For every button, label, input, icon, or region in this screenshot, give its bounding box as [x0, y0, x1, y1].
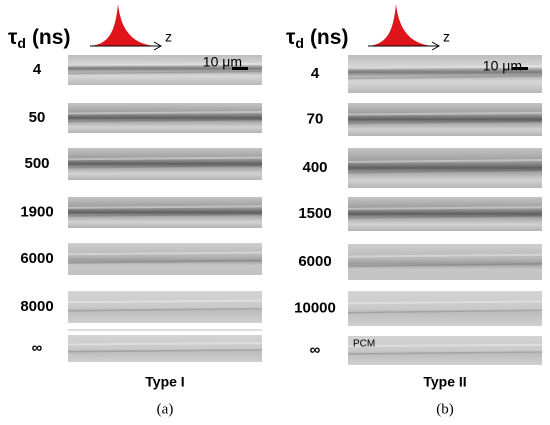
pulse [90, 4, 155, 46]
streak [347, 75, 543, 80]
header: τd (ns) [286, 26, 348, 51]
streak [67, 156, 263, 161]
delay-label: 70 [307, 110, 324, 127]
header-symbol: τ [8, 26, 18, 49]
streak [347, 253, 543, 258]
image-label: PCM [353, 339, 375, 350]
micrograph [68, 335, 262, 362]
scale-bar-label: 10 μm [483, 58, 522, 74]
micrograph [348, 103, 542, 136]
streak [347, 351, 543, 355]
streak [347, 169, 543, 174]
delay-label: 4 [33, 61, 42, 78]
delay-label: 8000 [20, 298, 53, 315]
streak [67, 111, 263, 115]
streak [347, 120, 543, 125]
delay-label: ∞ [32, 339, 43, 356]
delay-label: 6000 [20, 250, 53, 267]
arrow-head [153, 41, 163, 51]
streak [67, 205, 263, 209]
delay-label: 1500 [298, 205, 331, 222]
scale-bar-label: 10 μm [203, 54, 242, 70]
delay-label: 10000 [294, 299, 336, 316]
streak [67, 259, 263, 264]
delay-label: 4 [311, 65, 320, 82]
streak [67, 70, 263, 75]
streak [67, 164, 263, 169]
micrograph [68, 148, 262, 180]
streak [347, 65, 543, 70]
type-label: Type II [423, 374, 466, 390]
delay-label: ∞ [310, 341, 321, 358]
axis-label: z [165, 29, 172, 45]
caption: (a) [157, 401, 174, 417]
delay-label: 6000 [298, 253, 331, 270]
streak [347, 300, 543, 305]
header-symbol: τ [286, 26, 296, 49]
streak [67, 299, 263, 304]
streak [67, 213, 263, 217]
pulse [368, 4, 433, 46]
micrograph [68, 55, 262, 85]
micrograph [348, 291, 542, 326]
streak [67, 349, 263, 353]
streak [347, 214, 543, 219]
streak [347, 343, 543, 348]
streak [347, 111, 543, 116]
streak [347, 206, 543, 210]
streak [347, 309, 543, 314]
streak [67, 342, 263, 346]
micrograph [68, 103, 262, 133]
header-subscript: d [295, 35, 304, 51]
header-subscript: d [17, 35, 26, 51]
streak [67, 251, 263, 256]
micrograph [348, 336, 542, 365]
micrograph [348, 197, 542, 231]
streak [347, 159, 543, 163]
micrograph [348, 148, 542, 188]
header-unit: (ns) [310, 26, 349, 49]
axis-label: z [443, 29, 450, 45]
micrograph [68, 291, 262, 323]
micrograph [68, 243, 262, 275]
scale-bar [232, 67, 248, 70]
caption: (b) [436, 401, 454, 417]
header: τd (ns) [8, 26, 70, 51]
micrograph [348, 244, 542, 280]
micrograph [348, 55, 542, 93]
streak [347, 263, 543, 268]
streak [67, 307, 263, 312]
micrograph [68, 197, 262, 228]
header-unit: (ns) [32, 26, 71, 49]
delay-label: 1900 [20, 203, 53, 220]
type-label: Type I [145, 374, 184, 390]
scale-bar [512, 67, 528, 70]
delay-label: 500 [24, 155, 49, 172]
delay-label: 400 [302, 159, 327, 176]
streak [67, 63, 263, 67]
streak [67, 118, 263, 123]
arrow-head [431, 41, 441, 51]
delay-label: 50 [29, 109, 46, 126]
